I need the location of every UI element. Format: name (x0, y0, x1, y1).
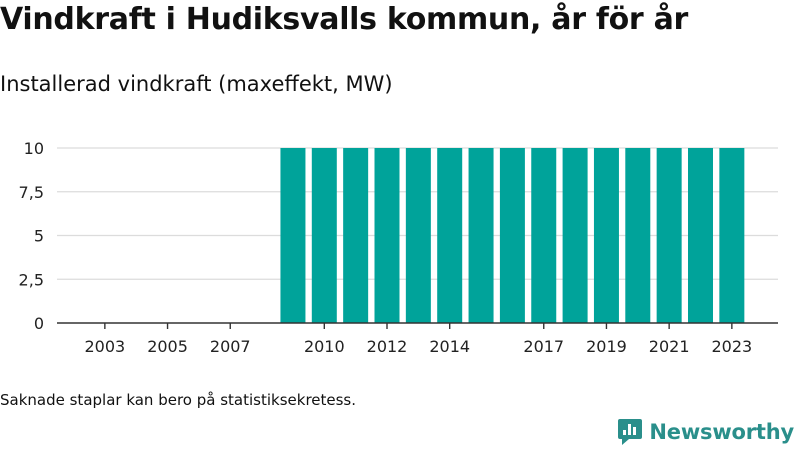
bar-2023 (719, 148, 745, 323)
y-tick-labels: 0 2,5 5 7,5 10 (19, 139, 44, 333)
x-tick-label: 2007 (210, 337, 251, 356)
bar-2017 (531, 148, 557, 323)
chart-subtitle: Installerad vindkraft (maxeffekt, MW) (0, 72, 393, 96)
bar-2010 (311, 148, 337, 323)
bar-2018 (562, 148, 588, 323)
brand-name: Newsworthy (649, 420, 794, 444)
bar-2020 (625, 148, 651, 323)
x-axis (57, 322, 778, 329)
bar-2021 (656, 148, 682, 323)
bar-2022 (688, 148, 713, 323)
bar-2009 (280, 148, 306, 323)
bars (280, 148, 745, 323)
x-tick-label: 2003 (84, 337, 125, 356)
y-tick-label: 2,5 (19, 270, 44, 289)
x-tick-label: 2023 (711, 337, 752, 356)
brand-logo: Newsworthy (617, 418, 794, 446)
y-tick-label: 0 (34, 314, 44, 333)
bar-2013 (405, 148, 431, 323)
x-tick-label: 2017 (523, 337, 564, 356)
bar-2014 (437, 148, 463, 323)
y-tick-label: 10 (24, 139, 44, 158)
x-tick-labels: 2003 2005 2007 2010 2012 2014 2017 2019 2021 2023 (84, 337, 752, 356)
footnote: Saknade staplar kan bero på statistiksek… (0, 391, 357, 409)
bar-2016 (499, 148, 525, 323)
x-tick-label: 2021 (649, 337, 690, 356)
bar-2011 (343, 148, 369, 323)
chart-title: Vindkraft i Hudiksvalls kommun, år för å… (0, 2, 689, 37)
y-tick-label: 7,5 (19, 183, 44, 202)
bar-2012 (374, 148, 400, 323)
x-tick-label: 2019 (586, 337, 627, 356)
newsworthy-logo-icon (618, 419, 643, 445)
y-tick-label: 5 (34, 227, 44, 246)
x-tick-label: 2012 (367, 337, 408, 356)
x-tick-label: 2010 (304, 337, 345, 356)
x-tick-label: 2005 (147, 337, 188, 356)
x-tick-label: 2014 (429, 337, 470, 356)
bar-2015 (468, 148, 494, 323)
bar-2019 (593, 148, 619, 323)
bar-chart: 02,557,510 2003 2005 2007 2010 2012 2014 2017 2… (19, 139, 778, 356)
